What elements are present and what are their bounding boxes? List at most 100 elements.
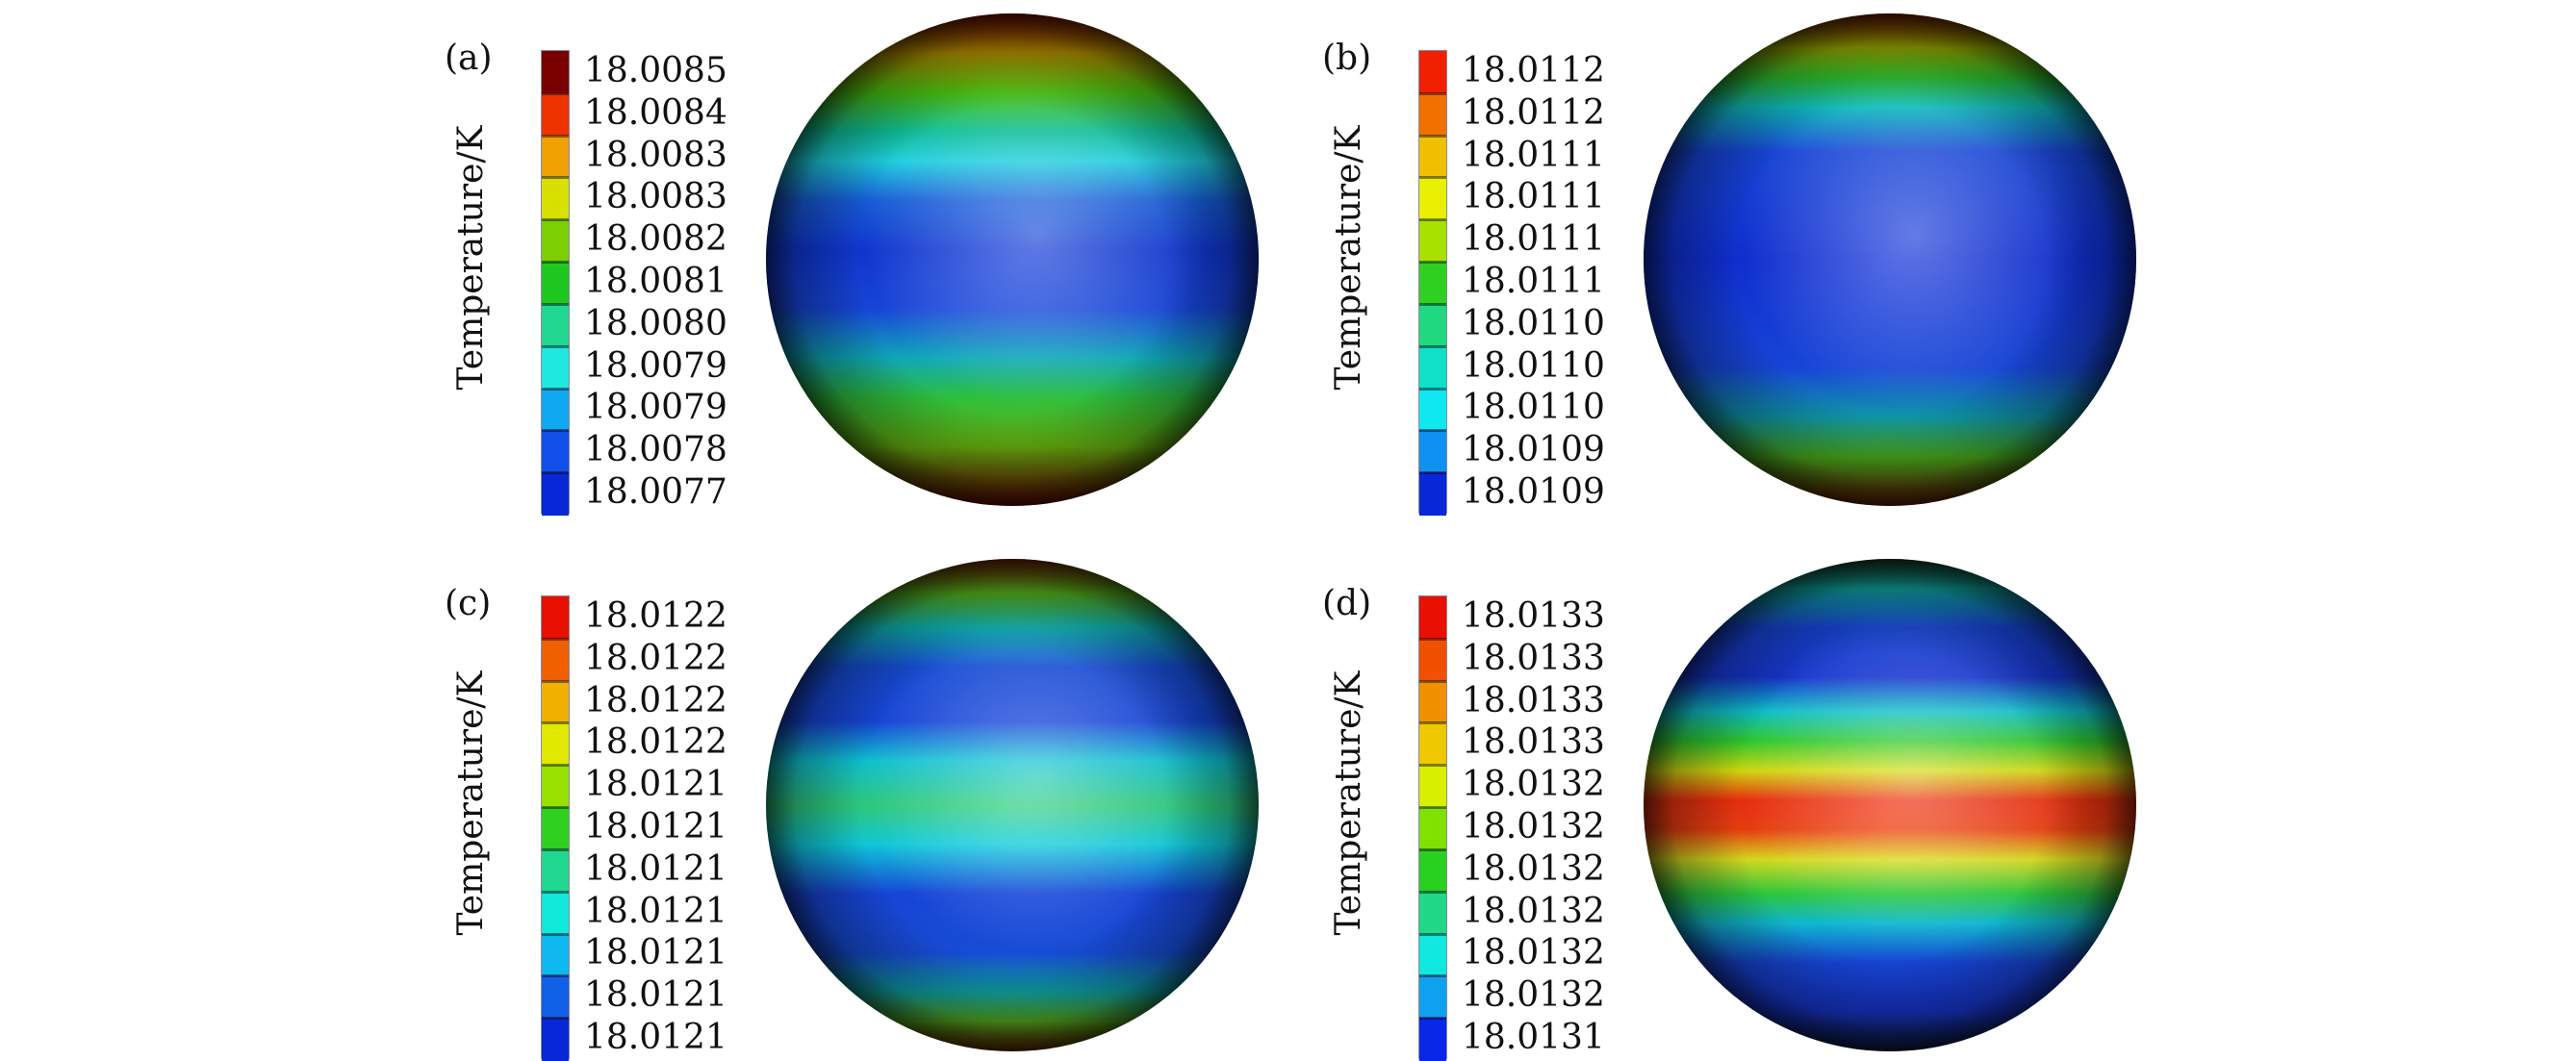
colorbar: [541, 595, 570, 1061]
tick-label: 18.0110: [1462, 388, 1605, 428]
colorbar-axis-label: Temperature/K: [1329, 125, 1368, 391]
colorbar-segment: [542, 51, 569, 94]
tick-label: 18.0112: [1462, 92, 1605, 133]
colorbar-segment: [1419, 345, 1446, 390]
colorbar-segment: [1419, 891, 1446, 935]
colorbar-axis-label: Temperature/K: [451, 670, 491, 936]
colorbar-tick: [1419, 806, 1446, 810]
panel-label: (d): [1322, 584, 1372, 623]
colorbar-tick: [1419, 637, 1446, 641]
tick-label: 18.0133: [1462, 638, 1605, 678]
tick-label: 18.0132: [1462, 848, 1605, 889]
colorbar-segment: [542, 345, 569, 390]
colorbar-tick: [542, 429, 569, 433]
colorbar-tick: [1419, 302, 1446, 306]
colorbar-segment: [542, 933, 569, 977]
colorbar-tick: [542, 847, 569, 851]
tick-label: 18.0133: [1462, 680, 1605, 720]
colorbar-segment: [1419, 92, 1446, 137]
colorbar-tick: [542, 471, 569, 475]
colorbar-tick: [542, 637, 569, 641]
tick-label: 18.0132: [1462, 891, 1605, 931]
colorbar-segment: [1419, 135, 1446, 179]
tick-label: 18.0121: [584, 933, 727, 973]
colorbar-segment: [1419, 219, 1446, 264]
temperature-sphere: [1644, 13, 2136, 506]
colorbar-tick: [542, 176, 569, 180]
tick-label: 18.0110: [1462, 303, 1605, 343]
colorbar-tick: [542, 344, 569, 348]
colorbar-segment: [1419, 51, 1446, 94]
colorbar-segment: [542, 722, 569, 767]
colorbar-tick: [542, 679, 569, 683]
tick-label: 18.0121: [584, 848, 727, 889]
colorbar-segment: [1419, 765, 1446, 809]
colorbar-tick: [542, 764, 569, 768]
colorbar-segment: [1419, 1018, 1446, 1061]
tick-label: 18.0081: [584, 262, 727, 301]
tick-label: 18.0121: [584, 975, 727, 1016]
colorbar-tick: [542, 721, 569, 725]
tick-label: 18.0133: [1462, 722, 1605, 763]
colorbar-tick: [1419, 134, 1446, 138]
tick-label: 18.0109: [1462, 472, 1605, 513]
tick-label: 18.0111: [1462, 219, 1605, 260]
colorbar-tick: [1419, 764, 1446, 768]
colorbar-segment: [1419, 303, 1446, 347]
colorbar-tick: [1419, 218, 1446, 222]
colorbar-tick: [1419, 91, 1446, 95]
colorbar-tick: [1419, 847, 1446, 851]
tick-label: 18.0122: [584, 680, 727, 720]
colorbar-tick: [542, 134, 569, 138]
colorbar-segment: [542, 891, 569, 935]
tick-label: 18.0132: [1462, 975, 1605, 1016]
colorbar-segment: [1419, 262, 1446, 305]
colorbar-tick: [1419, 721, 1446, 725]
panel-label: (a): [445, 38, 493, 78]
tick-label: 18.0132: [1462, 765, 1605, 805]
tick-label: 18.0080: [584, 303, 727, 343]
temperature-sphere: [766, 13, 1259, 506]
colorbar-segment: [1419, 596, 1446, 640]
colorbar-tick: [1419, 932, 1446, 936]
colorbar-tick: [1419, 974, 1446, 978]
tick-label: 18.0122: [584, 638, 727, 678]
colorbar: [1418, 595, 1447, 1061]
tick-label: 18.0083: [584, 135, 727, 175]
tick-label: 18.0121: [584, 1018, 727, 1058]
colorbar-tick: [542, 974, 569, 978]
panel-b: (b) Temperature/K 18.0112 18.0112 18.011…: [1322, 10, 2284, 516]
tick-label: 18.0133: [1462, 595, 1605, 636]
tick-label: 18.0132: [1462, 933, 1605, 973]
colorbar-tick: [542, 1017, 569, 1021]
colorbar-axis-label: Temperature/K: [451, 125, 491, 391]
colorbar-tick: [1419, 679, 1446, 683]
colorbar-tick: [1419, 429, 1446, 433]
tick-label: 18.0121: [584, 891, 727, 931]
colorbar-segment: [542, 430, 569, 474]
colorbar-segment: [1419, 472, 1446, 516]
colorbar-segment: [1419, 430, 1446, 474]
tick-label: 18.0111: [1462, 135, 1605, 175]
colorbar-segment: [542, 848, 569, 893]
colorbar-segment: [1419, 807, 1446, 850]
colorbar-segment: [1419, 848, 1446, 893]
panel-d: (d) Temperature/K 18.0133 18.0133 18.013…: [1322, 555, 2284, 1061]
tick-label: 18.0085: [584, 50, 727, 90]
sphere-shading: [1644, 13, 2136, 506]
panel-label: (b): [1322, 38, 1372, 78]
colorbar-segment: [542, 975, 569, 1020]
tick-label: 18.0079: [584, 388, 727, 428]
tick-label: 18.0109: [1462, 430, 1605, 470]
colorbar: [1418, 50, 1447, 516]
tick-label: 18.0132: [1462, 807, 1605, 846]
tick-label: 18.0111: [1462, 262, 1605, 301]
colorbar-segment: [542, 472, 569, 516]
tick-label: 18.0121: [584, 765, 727, 805]
colorbar-tick: [1419, 176, 1446, 180]
panel-a: (a) Temperature/K 18.0085 18.0084 18.008…: [445, 10, 1407, 516]
panel-c: (c) Temperature/K 18.0122 18.0122 18.012…: [445, 555, 1407, 1061]
colorbar-segment: [542, 596, 569, 640]
colorbar-segment: [542, 135, 569, 179]
tick-label: 18.0122: [584, 595, 727, 636]
